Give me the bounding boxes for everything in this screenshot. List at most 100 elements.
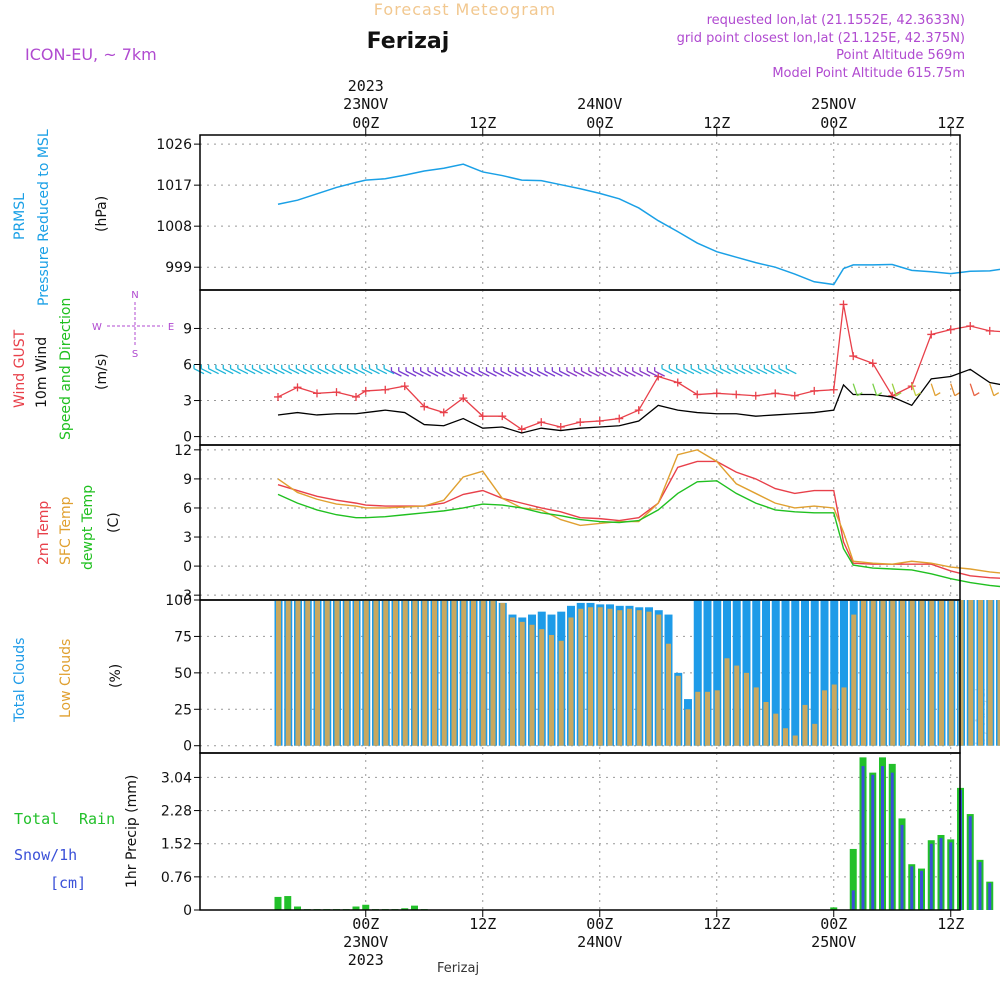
gust-marker xyxy=(293,383,302,392)
temp-2m-label: 2m Temp xyxy=(36,501,52,565)
low-cloud-bar xyxy=(305,600,311,746)
wind-barb xyxy=(507,367,519,377)
gust-marker xyxy=(810,386,819,395)
compass-south: S xyxy=(132,349,138,360)
wind-barb xyxy=(288,364,300,375)
gust-line xyxy=(277,304,1000,431)
wind-barb xyxy=(237,364,249,375)
low-cloud-bar xyxy=(519,621,525,746)
wind-barb xyxy=(200,364,212,375)
panel-labels: PRMSL Pressure Reduced to MSL (hPa) Wind… xyxy=(12,129,174,892)
low-cloud-bar xyxy=(568,617,574,746)
total-cloud-bar xyxy=(703,600,712,746)
wind-barb xyxy=(303,364,314,375)
precip-snow-label: Snow/1h xyxy=(14,846,77,864)
low-cloud-bar xyxy=(627,608,632,746)
low-cloud-bar xyxy=(597,607,603,746)
panel-pressure: 999 1008 1017 1026 xyxy=(156,134,1000,291)
precip-rain-label: Rain xyxy=(79,810,115,828)
y-tick-label: 0.76 xyxy=(161,870,192,886)
y-tick-label: 1017 xyxy=(156,178,192,194)
total-cloud-bar xyxy=(801,600,809,746)
gust-marker xyxy=(459,394,468,403)
gust-marker xyxy=(907,382,916,391)
wind-barb xyxy=(683,364,695,375)
low-cloud-bar xyxy=(909,600,915,746)
rain-bar xyxy=(352,906,360,910)
total-cloud-bar xyxy=(820,600,829,746)
wind-barb xyxy=(427,367,439,377)
wind-barb xyxy=(405,367,417,377)
y-tick-label: 9 xyxy=(183,321,192,337)
gust-marker xyxy=(790,391,799,400)
wind-barb xyxy=(346,364,358,375)
wind-barb xyxy=(515,367,527,377)
time-tick-label: 12Z xyxy=(703,114,730,132)
location-title: Ferizaj xyxy=(367,29,450,54)
gust-marker xyxy=(966,322,975,331)
wind-barb xyxy=(420,367,431,377)
wind-barb xyxy=(580,367,592,377)
low-cloud-bar xyxy=(958,600,964,746)
temp-sfc-line xyxy=(277,449,1000,574)
low-cloud-bar xyxy=(773,713,779,746)
wind-barb xyxy=(588,367,600,377)
y-tick-label: 50 xyxy=(174,666,192,682)
wind-barb xyxy=(383,364,395,375)
clouds-unit: (%) xyxy=(108,664,124,688)
wind-barb xyxy=(471,367,483,377)
wind-barb xyxy=(251,364,263,375)
low-cloud-bar xyxy=(861,600,866,746)
model-label: ICON-EU, ~ 7km xyxy=(25,45,157,64)
rain-bar xyxy=(411,905,418,910)
low-cloud-bar xyxy=(607,608,613,746)
wind-barb xyxy=(675,364,687,375)
low-cloud-bar xyxy=(792,735,798,746)
low-cloud-bar xyxy=(471,600,476,746)
gust-marker xyxy=(595,416,604,425)
total-cloud-bar xyxy=(840,600,848,746)
wind-barb xyxy=(361,364,373,375)
time-tick-label: 12Z xyxy=(937,915,964,933)
low-cloud-bar xyxy=(705,691,710,746)
rain-bar xyxy=(362,904,370,910)
low-cloud-bar xyxy=(578,608,584,746)
gust-marker xyxy=(478,412,487,421)
date-label: 24NOV xyxy=(577,95,622,113)
wind-barb xyxy=(741,364,753,375)
wind-barb xyxy=(632,367,644,377)
gust-marker xyxy=(576,418,585,427)
wind-barb xyxy=(193,364,205,375)
wind-barb xyxy=(891,383,902,397)
footer-location: Ferizaj xyxy=(437,961,479,976)
clouds-total-label: Total Clouds xyxy=(12,638,28,723)
gust-marker xyxy=(361,386,370,395)
low-cloud-bar xyxy=(539,629,545,746)
wind-barb xyxy=(244,364,256,375)
y-tick-label: 2.28 xyxy=(161,804,192,820)
wind-barb xyxy=(434,367,446,377)
wind-barb xyxy=(412,367,424,377)
panel-wind: 0 3 6 9 xyxy=(183,289,1000,446)
wind-barb xyxy=(712,364,724,375)
wind-barb xyxy=(930,383,941,397)
low-cloud-bar xyxy=(900,600,905,746)
wind-barb xyxy=(368,364,380,375)
wind-dir-label: Speed and Direction xyxy=(58,298,74,440)
gust-marker xyxy=(381,385,390,394)
precip-total-label: Total xyxy=(14,810,59,828)
compass-west: W xyxy=(92,322,102,333)
y-tick-label: 1008 xyxy=(156,219,192,235)
low-cloud-bar xyxy=(851,614,857,746)
low-cloud-bar xyxy=(549,634,554,746)
wind-barb xyxy=(281,364,293,375)
snow-bar xyxy=(968,816,972,910)
gust-marker xyxy=(332,388,341,397)
low-cloud-bar xyxy=(324,600,330,746)
gust-marker xyxy=(556,422,565,431)
low-cloud-bar xyxy=(714,690,720,746)
gust-marker xyxy=(352,392,360,401)
wind-barb xyxy=(558,367,570,377)
